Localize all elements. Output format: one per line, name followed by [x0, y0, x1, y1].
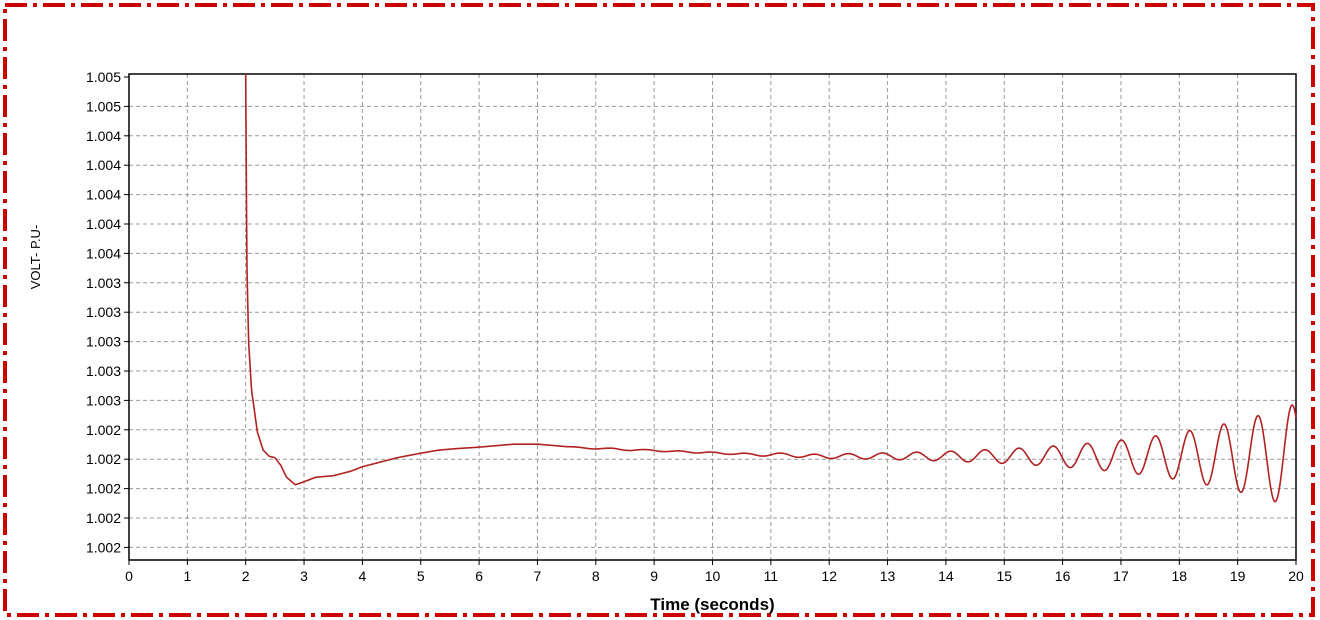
- x-tick-label: 11: [764, 568, 779, 584]
- x-tick-label: 4: [359, 568, 367, 584]
- y-tick-label: 1.003: [86, 275, 121, 291]
- x-tick-label: 9: [650, 568, 658, 584]
- x-tick-label: 14: [938, 568, 954, 584]
- y-axis-label: VOLT- P.U-: [28, 225, 43, 290]
- x-axis-label: Time (seconds): [650, 595, 774, 614]
- y-tick-label: 1.002: [86, 451, 121, 467]
- outer-frame: [3, 3, 1315, 617]
- y-tick-label: 1.005: [86, 69, 121, 85]
- y-tick-label: 1.002: [86, 539, 121, 555]
- y-tick-label: 1.004: [86, 128, 121, 144]
- x-tick-label: 0: [125, 568, 133, 584]
- y-tick-label: 1.003: [86, 304, 121, 320]
- x-axis-ticks: 0 1 2 3 4 5 6 7 8 9 10 11 12 13 14 15 16 17 18 19 20: [125, 560, 1304, 584]
- y-tick-label: 1.004: [86, 245, 121, 261]
- x-tick-label: 19: [1230, 568, 1246, 584]
- x-tick-label: 18: [1172, 568, 1188, 584]
- y-tick-label: 1.005: [86, 98, 121, 114]
- y-tick-label: 1.004: [86, 187, 121, 203]
- series-line: [244, 73, 1297, 503]
- x-tick-label: 20: [1288, 568, 1304, 584]
- grid: [129, 74, 1296, 560]
- x-tick-label: 5: [417, 568, 425, 584]
- y-tick-label: 1.002: [86, 510, 121, 526]
- y-tick-label: 1.002: [86, 422, 121, 438]
- y-tick-label: 1.004: [86, 157, 121, 173]
- y-tick-label: 1.003: [86, 363, 121, 379]
- y-tick-label: 1.003: [86, 392, 121, 408]
- x-tick-label: 1: [183, 568, 191, 584]
- x-tick-label: 12: [821, 568, 837, 584]
- y-axis-ticks: 1.005 1.005 1.004 1.004 1.004 1.004 1.004 1.003…: [86, 69, 129, 555]
- x-tick-label: 3: [300, 568, 308, 584]
- x-tick-label: 16: [1055, 568, 1071, 584]
- y-tick-label: 1.004: [86, 216, 121, 232]
- x-tick-label: 7: [534, 568, 542, 584]
- x-tick-label: 10: [705, 568, 721, 584]
- x-tick-label: 2: [242, 568, 250, 584]
- x-tick-label: 6: [475, 568, 483, 584]
- y-tick-label: 1.002: [86, 481, 121, 497]
- x-tick-label: 15: [996, 568, 1012, 584]
- x-tick-label: 13: [880, 568, 896, 584]
- x-tick-label: 8: [592, 568, 600, 584]
- y-tick-label: 1.003: [86, 334, 121, 350]
- x-tick-label: 17: [1113, 568, 1129, 584]
